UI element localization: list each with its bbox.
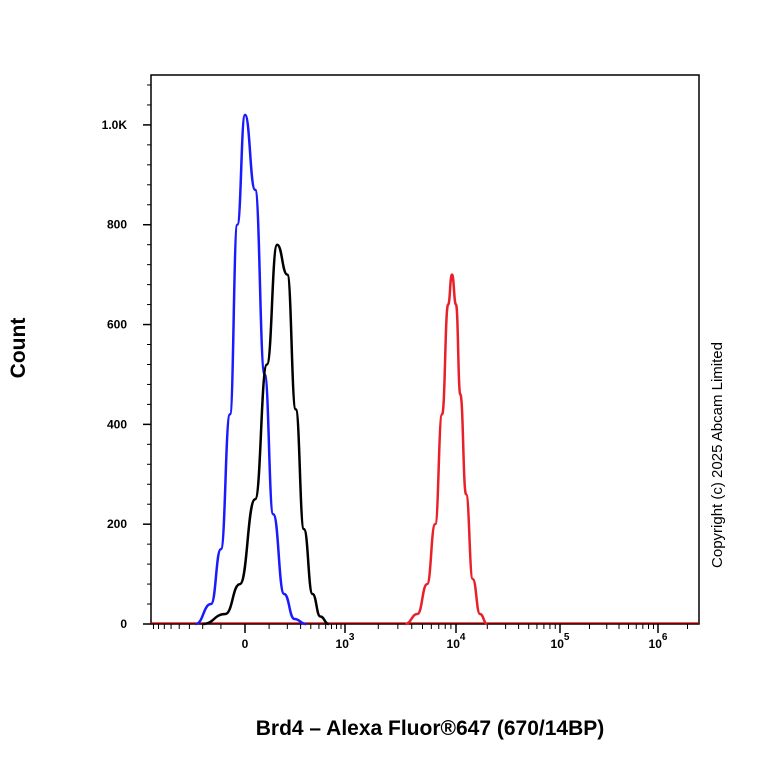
x-tick-label: 104 — [447, 632, 466, 651]
series-2-line — [202, 243, 329, 626]
y-tick-label: 400 — [107, 417, 127, 431]
y-tick-label: 0 — [120, 617, 127, 631]
series-3-line — [405, 273, 488, 626]
series-1-line — [195, 113, 307, 626]
y-axis-title: Count — [7, 318, 30, 379]
x-axis-ticks: 0 103 104 105 106 — [152, 624, 689, 651]
x-tick-label: 106 — [649, 632, 668, 651]
y-axis-ticks: 0 200 400 600 800 1.0K — [102, 84, 151, 631]
x-tick-label: 0 — [242, 637, 249, 651]
series-layer — [151, 113, 699, 626]
y-tick-label: 600 — [107, 318, 127, 332]
y-tick-label: 800 — [107, 218, 127, 232]
y-tick-label: 1.0K — [102, 118, 128, 132]
copyright-text: Copyright (c) 2025 Abcam Limited — [709, 342, 726, 568]
x-tick-label: 105 — [551, 632, 570, 651]
y-tick-label: 200 — [107, 517, 127, 531]
x-tick-label: 103 — [336, 632, 355, 651]
x-axis-title: Brd4 – Alexa Fluor®647 (670/14BP) — [256, 717, 605, 740]
